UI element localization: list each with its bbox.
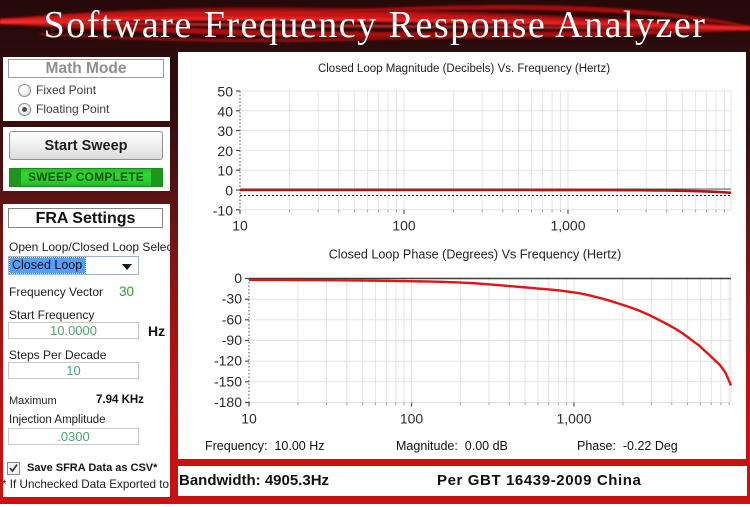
svg-text:0: 0: [225, 183, 233, 199]
svg-text:1,000: 1,000: [550, 217, 585, 233]
svg-text:Phase: -0.22 Deg: Phase: -0.22 Deg: [577, 439, 678, 453]
svg-text:40: 40: [217, 103, 233, 119]
svg-text:-180: -180: [214, 394, 242, 410]
svg-text:10: 10: [217, 163, 233, 179]
svg-text:100: 100: [400, 411, 424, 427]
svg-text:20: 20: [217, 143, 233, 159]
svg-text:Magnitude: 0.00 dB: Magnitude: 0.00 dB: [396, 439, 508, 453]
svg-text:10: 10: [232, 217, 248, 233]
svg-text:0: 0: [234, 270, 242, 286]
svg-text:1,000: 1,000: [556, 411, 591, 427]
svg-text:-30: -30: [222, 291, 242, 307]
svg-text:Closed Loop Phase (Degrees) Vs: Closed Loop Phase (Degrees) Vs Frequency…: [329, 248, 622, 262]
svg-text:-150: -150: [214, 373, 242, 389]
svg-text:Frequency: 10.00 Hz: Frequency: 10.00 Hz: [205, 439, 325, 453]
svg-text:-90: -90: [222, 332, 242, 348]
svg-text:-10: -10: [213, 202, 233, 218]
svg-text:-60: -60: [222, 311, 242, 327]
svg-text:Closed Loop Magnitude (Decibel: Closed Loop Magnitude (Decibels) Vs. Fre…: [318, 63, 610, 75]
svg-text:10: 10: [241, 411, 257, 427]
svg-text:-120: -120: [214, 353, 242, 369]
svg-text:100: 100: [392, 217, 416, 233]
svg-text:50: 50: [217, 84, 233, 100]
svg-text:30: 30: [217, 123, 233, 139]
